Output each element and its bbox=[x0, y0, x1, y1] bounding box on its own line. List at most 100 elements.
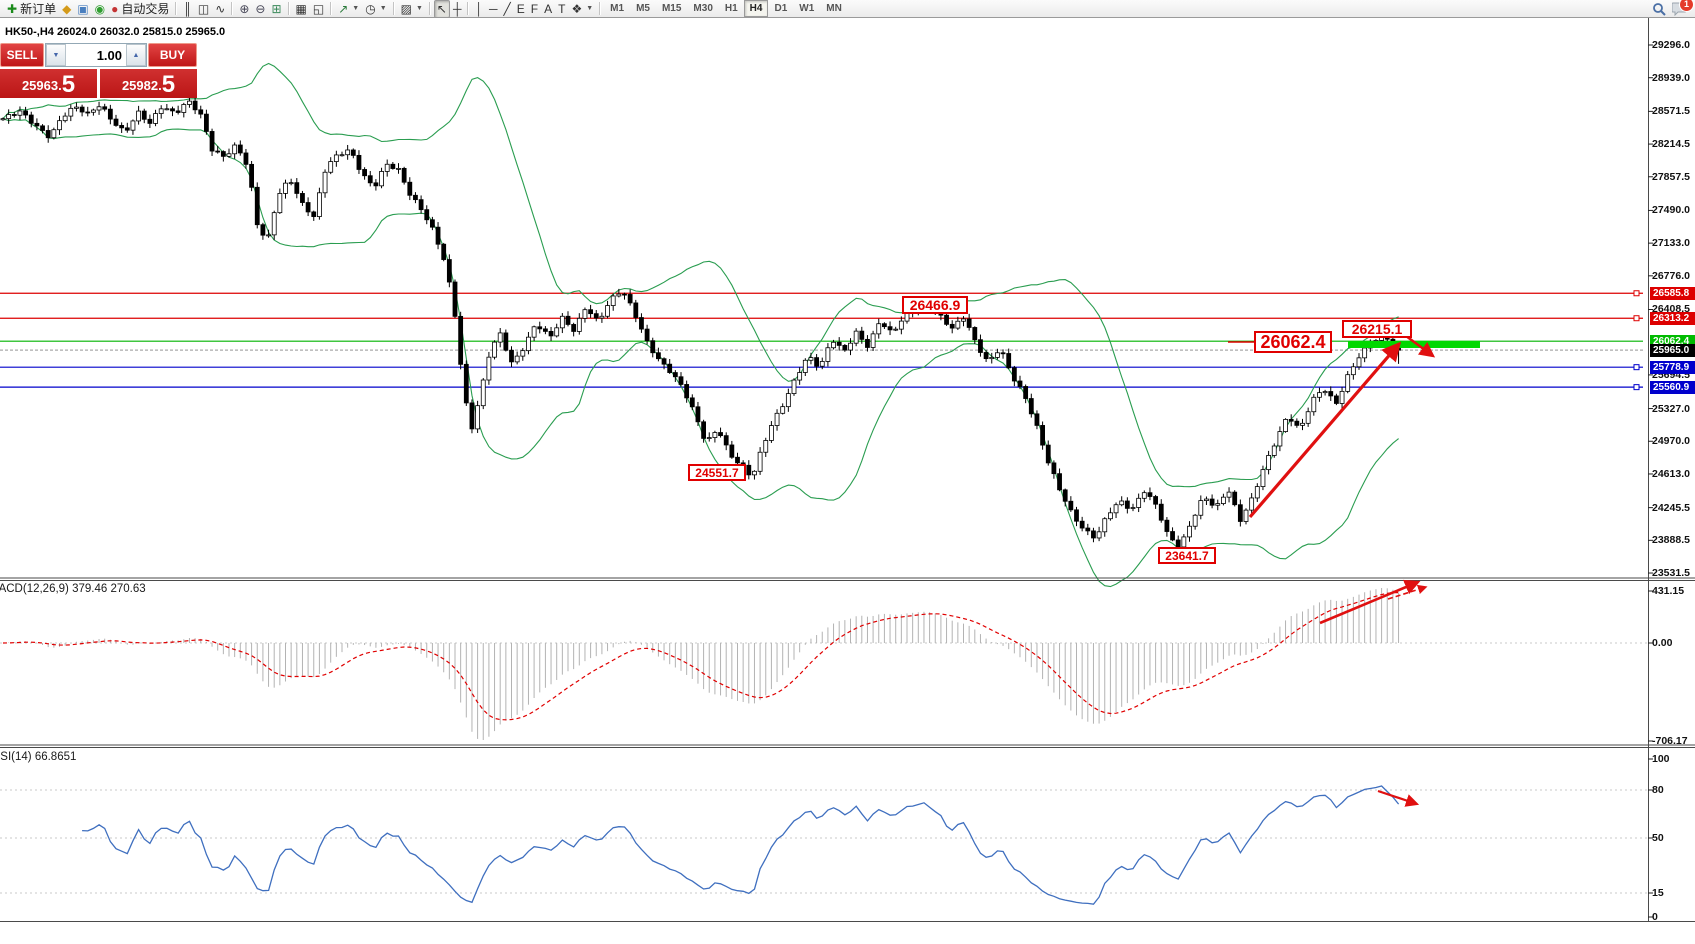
price-tick-label: 27133.0 bbox=[1652, 237, 1690, 250]
price-level-badge: 26585.8 bbox=[1650, 286, 1695, 300]
toolbar-separator bbox=[467, 2, 470, 15]
new-order-button[interactable]: ✚ 新订单 bbox=[4, 0, 59, 18]
buy-price-main: 25982. bbox=[121, 78, 162, 93]
buy-price[interactable]: 25982. 5 bbox=[100, 69, 197, 98]
buy-button[interactable]: BUY bbox=[148, 43, 197, 67]
rsi-indicator-label: RSI(14) 66.8651 bbox=[0, 751, 77, 763]
price-level-badge: 25778.9 bbox=[1650, 360, 1695, 374]
profiles-button[interactable]: ◱ bbox=[310, 0, 327, 18]
templates-icon: ▨ bbox=[400, 1, 412, 16]
price-level-badge: 25965.0 bbox=[1650, 343, 1695, 357]
new-order-button-label: 新订单 bbox=[20, 2, 57, 16]
macd-signal-arrow[interactable] bbox=[1387, 584, 1428, 600]
price-callout[interactable]: 26062.4 bbox=[1254, 331, 1332, 353]
arrows-button[interactable]: ❖ ▼ bbox=[568, 0, 596, 18]
auto-trading-button[interactable]: ● 自动交易 bbox=[108, 0, 172, 18]
horizontal-line-button[interactable]: ─ bbox=[486, 0, 501, 18]
price-level-badge: 26313.2 bbox=[1650, 311, 1695, 325]
periods-button[interactable]: ◷ ▼ bbox=[362, 0, 389, 18]
chart-title: HK50-,H4 26024.0 26032.0 25815.0 25965.0 bbox=[5, 26, 226, 38]
tile-windows-button[interactable]: ⊞ bbox=[268, 0, 284, 18]
volume-decrease-button[interactable]: ▼ bbox=[46, 44, 66, 66]
price-tick-label: 28939.0 bbox=[1652, 71, 1690, 84]
volume-input[interactable]: 1.00 bbox=[96, 47, 122, 63]
volume-increase-button[interactable]: ▲ bbox=[126, 44, 146, 66]
crosshair-button[interactable]: ┼ bbox=[450, 0, 465, 18]
timeframe-m15-button[interactable]: M15 bbox=[661, 3, 682, 14]
trend-arrow-up[interactable] bbox=[1248, 341, 1402, 519]
text-button[interactable]: A bbox=[541, 0, 555, 18]
price-tick-label: 28214.5 bbox=[1652, 138, 1690, 151]
hline-icon: ─ bbox=[488, 1, 498, 16]
chevron-down-icon: ▼ bbox=[352, 5, 360, 12]
buy-price-big: 5 bbox=[161, 71, 176, 98]
tiles-icon: ⊞ bbox=[271, 1, 282, 16]
rsi-tick-label: 80 bbox=[1652, 784, 1664, 796]
bar-chart-button[interactable]: ║ bbox=[180, 0, 195, 18]
support-highlight-bar[interactable] bbox=[1348, 341, 1480, 348]
line-chart-button[interactable]: ∿ bbox=[212, 0, 228, 18]
timeframe-d1-button[interactable]: D1 bbox=[774, 3, 788, 14]
autotrade-icon: ● bbox=[111, 1, 119, 16]
text-label-button[interactable]: T bbox=[555, 0, 568, 18]
price-callout[interactable]: 24551.7 bbox=[688, 464, 746, 481]
rsi-arrow-down[interactable] bbox=[1377, 789, 1420, 807]
templates-button[interactable]: ▨ ▼ bbox=[398, 0, 426, 18]
clock-icon: ◷ bbox=[365, 1, 376, 16]
price-level-lines[interactable] bbox=[0, 290, 1643, 391]
bollinger-lower-band bbox=[2, 118, 1399, 588]
price-callout[interactable]: 23641.7 bbox=[1158, 547, 1216, 564]
trendline-button[interactable]: ╱ bbox=[501, 0, 514, 18]
timeframe-h4-button[interactable]: H4 bbox=[743, 0, 769, 17]
bollinger-upper-band bbox=[2, 62, 1399, 488]
search-icon[interactable] bbox=[1652, 2, 1666, 16]
sell-button[interactable]: SELL bbox=[0, 43, 44, 67]
price-tick-label: 25327.0 bbox=[1652, 402, 1690, 415]
rsi-line bbox=[82, 785, 1400, 905]
fibo-icon: F bbox=[530, 1, 539, 16]
indicators-button[interactable]: ↗ ▼ bbox=[335, 0, 362, 18]
timeframe-w1-button[interactable]: W1 bbox=[799, 3, 815, 14]
timeframe-h1-button[interactable]: H1 bbox=[724, 3, 738, 14]
price-callout[interactable]: 26466.9 bbox=[902, 296, 968, 314]
macd-arrow-up[interactable] bbox=[1319, 579, 1421, 625]
gold-button[interactable]: ◆ bbox=[59, 0, 74, 18]
zoom-out-button[interactable]: ⊖ bbox=[252, 0, 268, 18]
text-icon: A bbox=[544, 1, 553, 16]
new-chart-button[interactable]: ▦ bbox=[293, 0, 310, 18]
vline-icon: │ bbox=[475, 1, 483, 16]
price-tick-label: 23531.5 bbox=[1652, 567, 1690, 580]
timeframe-mn-button[interactable]: MN bbox=[826, 3, 842, 14]
candlestick-chart-button[interactable]: ◫ bbox=[195, 0, 212, 18]
chevron-down-icon: ▼ bbox=[415, 5, 423, 12]
line-icon: ∿ bbox=[215, 1, 226, 16]
toolbar-right-group: 1 bbox=[1652, 0, 1694, 16]
price-callout[interactable]: 26215.1 bbox=[1342, 320, 1412, 338]
notification-badge: 1 bbox=[1679, 0, 1694, 12]
one-click-trading-panel: SELL ▼ 1.00 ▲ BUY 25963. 5 25982. 5 bbox=[0, 43, 197, 98]
sell-price[interactable]: 25963. 5 bbox=[0, 69, 97, 98]
signals-button[interactable]: ◉ bbox=[92, 0, 108, 18]
timeframe-m5-button[interactable]: M5 bbox=[636, 3, 650, 14]
volume-stepper: ▼ 1.00 ▲ bbox=[45, 43, 147, 67]
zoom-in-button[interactable]: ⊕ bbox=[236, 0, 252, 18]
chevron-down-icon: ▼ bbox=[379, 5, 387, 12]
macd-tick-label: -706.17 bbox=[1652, 735, 1688, 747]
channel-icon: E bbox=[516, 1, 525, 16]
metaeditor-button[interactable]: ▣ bbox=[74, 0, 91, 18]
notifications-button[interactable]: 1 bbox=[1672, 0, 1694, 16]
timeframe-m30-button[interactable]: M30 bbox=[693, 3, 713, 14]
price-tick-label: 24613.0 bbox=[1652, 467, 1690, 480]
rsi-tick-label: 50 bbox=[1652, 832, 1664, 844]
timeframe-m1-button[interactable]: M1 bbox=[610, 3, 625, 14]
vertical-line-button[interactable]: │ bbox=[472, 0, 486, 18]
price-tick-label: 29296.0 bbox=[1652, 39, 1690, 51]
sell-price-main: 25963. bbox=[21, 78, 62, 93]
cursor-button[interactable]: ↖ bbox=[433, 0, 450, 18]
macd-indicator-label: MACD(12,26,9) 379.46 270.63 bbox=[0, 583, 146, 595]
toolbar-separator bbox=[599, 2, 602, 15]
equidistant-channel-button[interactable]: E bbox=[514, 0, 528, 18]
fibonacci-button[interactable]: F bbox=[528, 0, 541, 18]
